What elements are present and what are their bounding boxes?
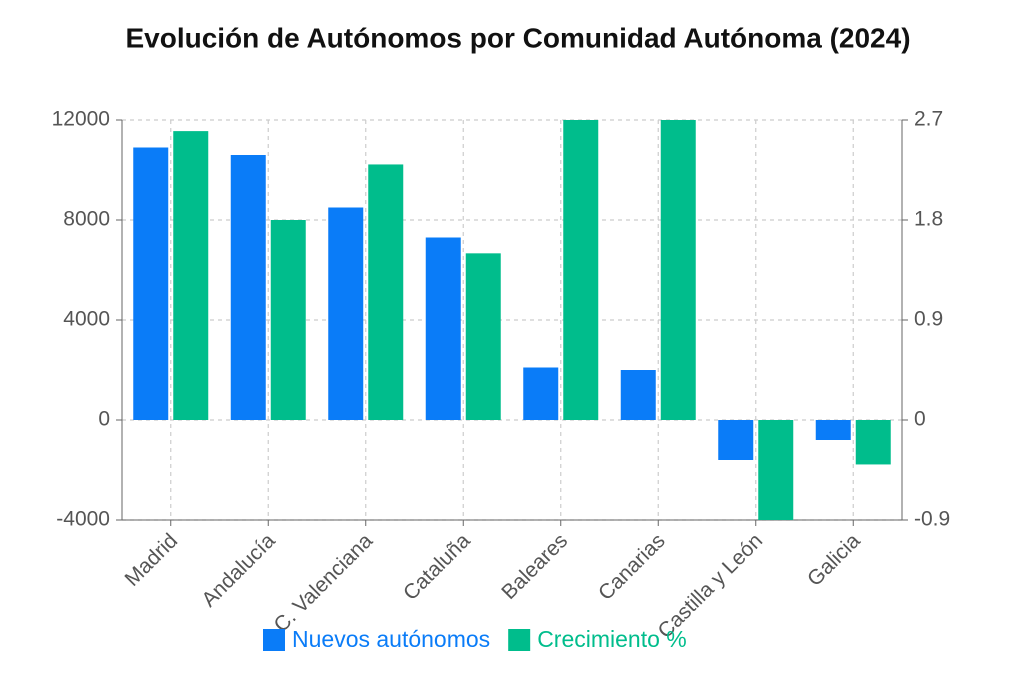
bar — [368, 164, 404, 420]
y-tick-label: 4000 — [63, 308, 110, 331]
x-tick-label: Galicia — [803, 529, 865, 591]
bar — [855, 420, 891, 465]
y-tick-label: -4000 — [56, 508, 110, 531]
bar — [758, 420, 794, 520]
bar — [133, 147, 169, 420]
y2-tick-label: 0 — [914, 408, 926, 431]
y-tick-label: 0 — [98, 408, 110, 431]
legend-swatch — [508, 629, 531, 651]
bar — [620, 370, 656, 420]
chart-title: Evolución de Autónomos por Comunidad Aut… — [125, 22, 910, 53]
x-tick-label: C. Valenciana — [270, 529, 378, 637]
bar — [425, 237, 461, 420]
bar — [328, 207, 364, 420]
y2-tick-label: 0.9 — [914, 308, 943, 331]
x-tick-label: Canarias — [594, 529, 670, 605]
bar — [523, 367, 559, 420]
y2-tick-label: -0.9 — [914, 508, 950, 531]
x-tick-label: Baleares — [497, 529, 572, 604]
x-tick-label: Andalucía — [197, 529, 280, 612]
x-tick-label: Cataluña — [399, 529, 475, 605]
y-tick-label: 12000 — [52, 108, 110, 131]
bar — [230, 155, 266, 420]
bar — [718, 420, 754, 460]
bar — [270, 220, 306, 420]
bar — [815, 420, 851, 440]
bar — [173, 131, 209, 420]
legend-swatch — [263, 629, 285, 651]
y-tick-label: 8000 — [63, 208, 110, 231]
legend-label: Crecimiento % — [537, 626, 687, 652]
y2-tick-label: 1.8 — [914, 208, 943, 231]
legend-label: Nuevos autónomos — [292, 626, 490, 652]
bar — [563, 120, 599, 420]
bar — [660, 120, 696, 420]
y2-tick-label: 2.7 — [914, 108, 943, 131]
x-tick-label: Madrid — [121, 529, 183, 591]
bar — [465, 253, 501, 420]
